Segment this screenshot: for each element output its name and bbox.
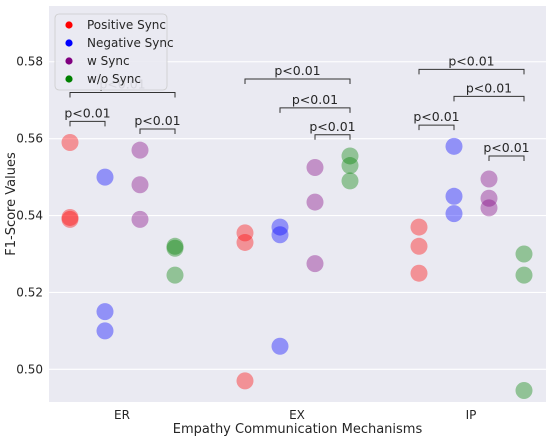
data-point (445, 137, 463, 155)
data-point (445, 205, 463, 223)
data-point (236, 224, 254, 242)
data-point (271, 226, 289, 244)
significance-bracket (453, 95, 525, 102)
data-point (166, 266, 184, 284)
data-point (236, 372, 254, 390)
y-tick-label: 0.50 (16, 362, 43, 376)
p-value-label: p<0.01 (292, 92, 338, 107)
legend-marker (65, 39, 73, 47)
significance-bracket (418, 124, 455, 131)
data-point (96, 303, 114, 321)
legend-marker (65, 21, 73, 29)
significance-bracket (279, 107, 351, 113)
data-point (515, 266, 533, 284)
data-point (480, 189, 498, 207)
y-tick-label: 0.58 (16, 55, 43, 69)
y-tick-label: 0.52 (16, 285, 43, 299)
data-point (166, 239, 184, 257)
data-point (410, 264, 428, 282)
data-point (515, 245, 533, 263)
data-point (341, 172, 359, 190)
p-value-label: p<0.01 (274, 63, 320, 78)
data-point (341, 157, 359, 175)
y-tick-label: 0.56 (16, 132, 43, 146)
p-value-label: p<0.01 (134, 113, 180, 128)
p-value-label: p<0.01 (448, 53, 494, 68)
y-axis-label: F1-Score Values (4, 152, 19, 256)
data-point (96, 322, 114, 340)
significance-bracket (418, 68, 525, 75)
data-point (445, 187, 463, 205)
p-value-label: p<0.01 (309, 119, 355, 134)
data-point (480, 199, 498, 217)
data-point (166, 237, 184, 255)
data-point (236, 233, 254, 251)
p-value-label: p<0.01 (466, 80, 512, 95)
x-tick-label: IP (466, 408, 477, 422)
data-point (61, 208, 79, 226)
data-point (480, 170, 498, 188)
significance-bracket (139, 128, 176, 135)
legend-box (54, 13, 168, 91)
data-point (306, 158, 324, 176)
data-point (410, 237, 428, 255)
legend-marker (65, 57, 73, 65)
data-point (61, 210, 79, 228)
x-tick-label: ER (114, 408, 130, 422)
p-value-label: p<0.01 (413, 109, 459, 124)
x-tick-label: EX (289, 408, 305, 422)
data-point (515, 381, 533, 399)
data-point (306, 193, 324, 211)
data-point (131, 210, 149, 228)
y-tick-labels: 0.50 0.52 0.54 0.56 0.58 (16, 55, 43, 377)
legend-entry: Negative Sync (87, 36, 174, 50)
data-point (96, 168, 114, 186)
legend-entry: w/o Sync (87, 72, 141, 86)
x-tick-labels: ER EX IP (114, 408, 476, 422)
y-gridlines (49, 61, 546, 370)
data-points (61, 133, 533, 399)
data-point (306, 255, 324, 273)
data-point (131, 176, 149, 194)
significance-bracket (69, 120, 106, 127)
data-point (341, 147, 359, 165)
data-point (271, 218, 289, 236)
significance-bracket (244, 78, 351, 85)
legend: Positive Sync Negative Sync w Sync w/o Sync (54, 13, 174, 91)
data-point (131, 141, 149, 159)
data-point (271, 337, 289, 355)
data-point (61, 133, 79, 151)
legend-entry: Positive Sync (87, 18, 166, 32)
p-value-label: p<0.01 (64, 105, 110, 120)
significance-bracket (314, 134, 351, 140)
significance-bracket (488, 155, 525, 161)
legend-entry: w Sync (87, 54, 130, 68)
legend-marker (65, 75, 73, 83)
x-axis-label: Empathy Communication Mechanisms (173, 422, 423, 437)
data-point (410, 218, 428, 236)
y-tick-label: 0.54 (16, 209, 43, 223)
significance-bracket (69, 92, 176, 98)
p-value-label: p<0.01 (483, 140, 529, 155)
